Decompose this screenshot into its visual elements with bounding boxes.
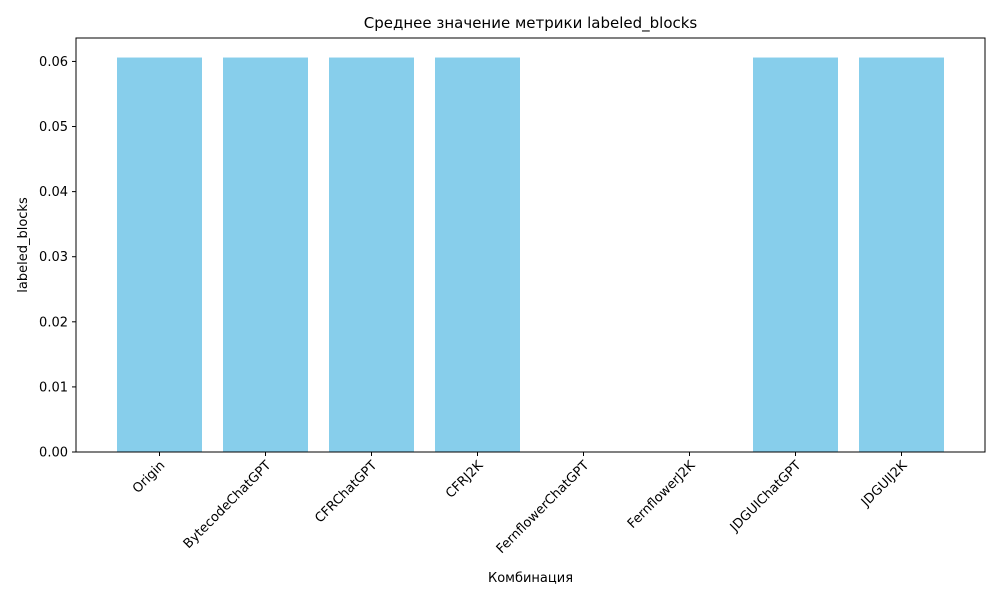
plot-frame [75, 37, 986, 453]
x-tick-label: JDGUIJ2K [858, 458, 911, 511]
bar-Origin [117, 57, 202, 453]
bar-BytecodeChatGPT [223, 57, 308, 453]
bar-CFRChatGPT [329, 57, 414, 453]
x-tick-label: CFRChatGPT [312, 458, 380, 526]
x-tick-label: FernflowerChatGPT [494, 458, 593, 557]
y-tick-label: 0.01 [39, 380, 68, 395]
x-tick-label: Origin [130, 458, 168, 496]
bar-JDGUIJ2K [859, 57, 944, 453]
y-tick-label: 0.00 [39, 446, 68, 461]
bars-group [117, 57, 944, 453]
y-tick-label: 0.06 [39, 55, 68, 70]
y-tick-label: 0.02 [39, 315, 68, 330]
x-axis-label: Комбинация [488, 571, 573, 586]
x-axis-ticks: Origin BytecodeChatGPT CFRChatGPT CFRJ2K Fer… [130, 452, 911, 557]
y-axis-label: labeled_blocks [16, 197, 31, 293]
bar-CFRJ2K [435, 57, 520, 453]
y-axis-ticks: 0.00 0.01 0.02 0.03 0.04 0.05 0.06 [39, 55, 76, 461]
y-tick-label: 0.03 [39, 250, 68, 265]
x-tick-label: JDGUIChatGPT [727, 458, 804, 535]
y-tick-label: 0.05 [39, 120, 68, 135]
chart-title: Среднее значение метрики labeled_blocks [364, 14, 698, 33]
y-tick-label: 0.04 [39, 185, 68, 200]
bar-JDGUIChatGPT [753, 57, 838, 453]
x-tick-label: CFRJ2K [443, 458, 487, 502]
x-tick-label: BytecodeChatGPT [181, 458, 275, 552]
x-tick-label: FernflowerJ2K [625, 458, 699, 532]
